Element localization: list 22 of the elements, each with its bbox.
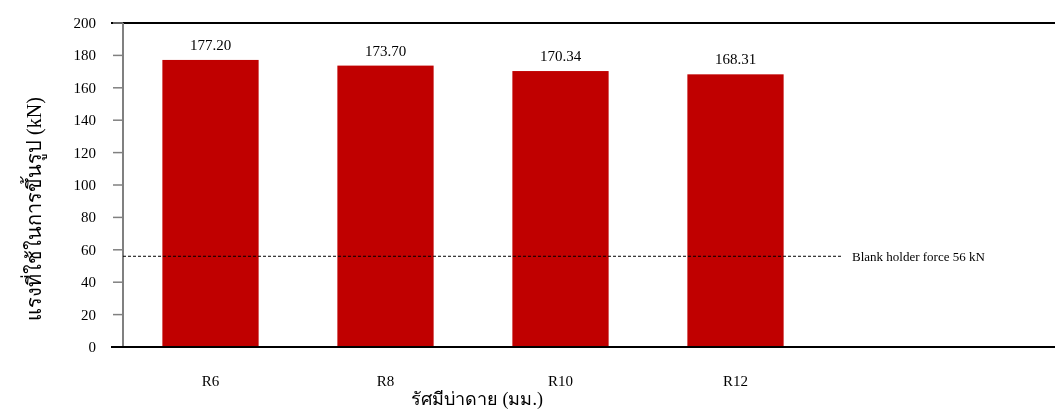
y-tick-label: 80	[81, 209, 96, 226]
y-axis-title: แรงที่ใช้ในการขึ้นรูป (kN)	[20, 97, 47, 321]
y-tick-label: 200	[73, 15, 96, 31]
x-tick-label: R12	[722, 373, 749, 389]
data-label: 173.70	[364, 42, 407, 59]
y-tick-label: 180	[73, 47, 96, 64]
y-tick-label: 160	[73, 79, 96, 96]
data-label: 168.31	[714, 51, 757, 68]
x-axis-title: รัศมีบ่าดาย (มม.)	[411, 389, 543, 410]
data-label: 170.34	[539, 48, 582, 65]
y-tick-label: 120	[73, 144, 96, 161]
y-tick-label: 40	[81, 274, 96, 291]
data-label: 177.20	[189, 36, 232, 53]
x-tick-label: R6	[201, 373, 220, 389]
x-tick-label: R10	[547, 373, 574, 389]
ref-line-label: Blank holder force 56 kN	[852, 248, 986, 264]
x-tick-label: R8	[376, 373, 395, 389]
y-tick-label: 20	[81, 306, 96, 323]
y-tick-label: 140	[73, 112, 96, 129]
y-tick-label: 60	[81, 241, 96, 258]
y-tick-label: 0	[88, 339, 96, 355]
y-tick-label: 100	[73, 177, 96, 193]
